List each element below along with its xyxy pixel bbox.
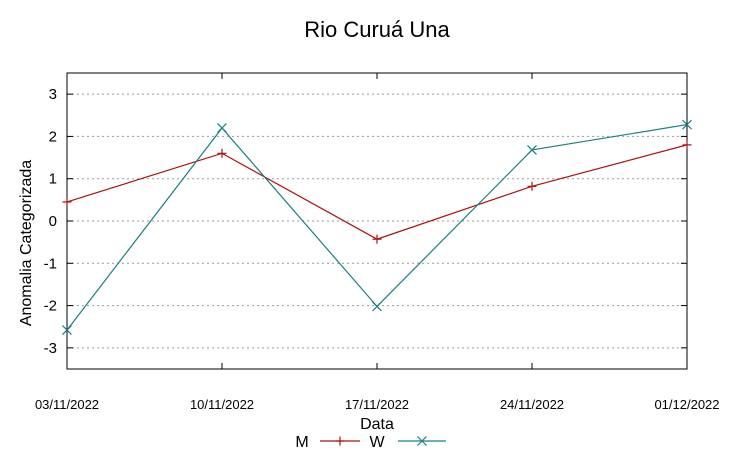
y-tick-label: -2: [44, 298, 57, 315]
y-tick-label: 3: [49, 86, 57, 103]
y-axis-label: Anomalia Categorizada: [18, 160, 35, 326]
data-point-w: [372, 301, 382, 312]
data-point-m: [527, 181, 537, 191]
data-point-m: [372, 234, 382, 244]
legend-label-w: W: [369, 434, 385, 451]
series-line-w: [66, 123, 688, 331]
y-axis: 3 2 1 0 -1 -2 -3: [44, 86, 687, 357]
legend-label-m: M: [295, 434, 308, 451]
x-tick-label: 03/11/2022: [35, 397, 99, 412]
y-tick-label: 2: [49, 128, 57, 145]
data-point-w: [527, 145, 537, 155]
x-tick-label: 01/12/2022: [654, 397, 719, 412]
data-point-m: [217, 148, 227, 158]
chart-title: Rio Curuá Una: [304, 17, 450, 42]
data-point-w: [62, 325, 72, 336]
x-tick-label: 17/11/2022: [345, 397, 409, 412]
legend-marker-m: [335, 436, 345, 446]
x-axis-label: Data: [360, 416, 394, 433]
x-axis: 03/11/2022 10/11/2022 17/11/2022 24/11/2022…: [35, 73, 720, 412]
x-tick-label: 10/11/2022: [190, 397, 254, 412]
series-group: [62, 119, 692, 336]
legend-marker-w: [417, 436, 427, 446]
y-tick-label: -3: [44, 340, 57, 357]
data-point-m: [682, 140, 692, 150]
data-point-w: [682, 119, 692, 130]
y-tick-label: -1: [44, 255, 57, 272]
data-point-w: [217, 123, 227, 133]
y-tick-label: 1: [49, 171, 57, 188]
x-tick-label: 24/11/2022: [500, 397, 564, 412]
data-point-m: [62, 197, 72, 207]
series-line-m: [66, 144, 688, 240]
gridlines: [67, 93, 687, 349]
y-tick-label: 0: [49, 213, 57, 230]
